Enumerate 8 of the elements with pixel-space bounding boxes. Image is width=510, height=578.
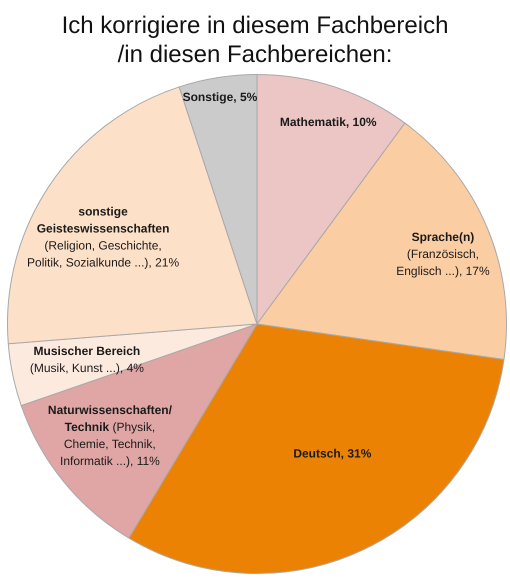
slice-label: Mathematik, 10% [280, 114, 377, 129]
slice-label: Musischer Bereich (Musik, Kunst ...), 4% [30, 344, 144, 376]
slice-label: Deutsch, 31% [293, 446, 372, 461]
slice-label: Naturwissenschaften/ Technik (Physik, Chemie, Technik, Informatik ...), 11% [48, 402, 173, 468]
slice-label: Sonstige, 5% [182, 90, 258, 104]
slice-label: sonstige Geisteswissenschaften (Religion, Geschichte, Politik, Sozialkunde ...), 21% [27, 204, 180, 270]
slice-label: Sprache(n) (Französisch, Englisch ...), 17% [396, 230, 490, 278]
chart-title: Ich korrigiere in diesem Fachbereich /in diesen Fachbereichen: [60, 11, 450, 69]
